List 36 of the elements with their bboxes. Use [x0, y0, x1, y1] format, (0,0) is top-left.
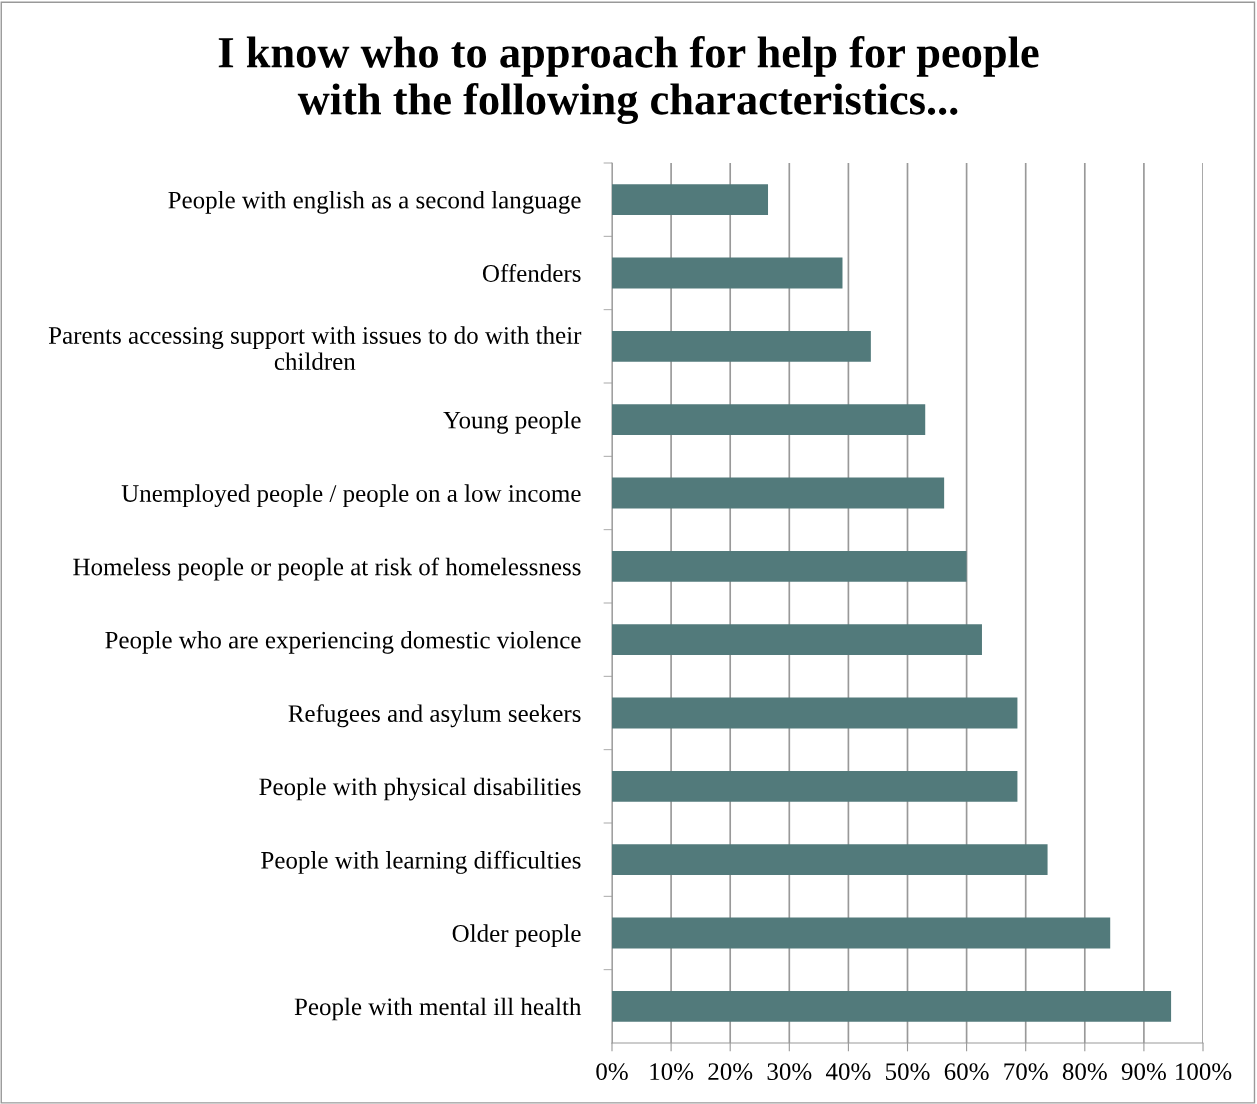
- bar: [612, 844, 1048, 876]
- y-tick-label: People with physical disabilities: [259, 777, 581, 801]
- y-tick-label: People with english as a second language: [168, 190, 581, 214]
- bar: [612, 770, 1018, 802]
- y-tick-label: People with learning difficulties: [261, 850, 581, 874]
- bar: [612, 257, 843, 289]
- bar: [612, 990, 1172, 1022]
- y-tick-label: Older people: [452, 924, 581, 947]
- x-tick-label: 60%: [944, 1063, 989, 1081]
- y-tick-label: Young people: [443, 410, 581, 434]
- x-tick-label: 90%: [1121, 1063, 1166, 1081]
- y-tick-label: Parents accessing support with issues to do with their children: [48, 326, 582, 371]
- y-tick-label: Offenders: [482, 264, 581, 282]
- x-tick-label: 50%: [886, 1063, 930, 1081]
- x-tick-label: 10%: [650, 1063, 694, 1081]
- x-tick-label: 0%: [596, 1063, 628, 1081]
- bar: [612, 404, 926, 436]
- bar: [612, 477, 945, 509]
- x-tick-label: 100%: [1176, 1063, 1232, 1081]
- x-tick-label: 70%: [1004, 1063, 1048, 1081]
- y-tick-label: People who are experiencing domestic violence: [105, 630, 581, 654]
- y-tick-label: Refugees and asylum seekers: [288, 704, 581, 728]
- x-tick-label: 40%: [825, 1063, 871, 1081]
- y-tick-label: Homeless people or people at risk of homelessness: [73, 557, 581, 581]
- y-tick-label: People with mental ill health: [294, 997, 582, 1021]
- y-tick-label: Unemployed people / people on a low income: [121, 484, 581, 508]
- bar: [612, 697, 1018, 729]
- bar: [612, 184, 769, 216]
- x-tick-label: 80%: [1062, 1063, 1107, 1081]
- chart-title: I know who to approach for help for people with the following characteristics...: [218, 35, 1039, 125]
- bar: [612, 624, 982, 656]
- bar: [612, 330, 871, 362]
- x-tick-label: 20%: [708, 1063, 753, 1081]
- x-tick-label: 30%: [767, 1063, 812, 1081]
- bar: [612, 550, 967, 582]
- bar: [612, 917, 1111, 949]
